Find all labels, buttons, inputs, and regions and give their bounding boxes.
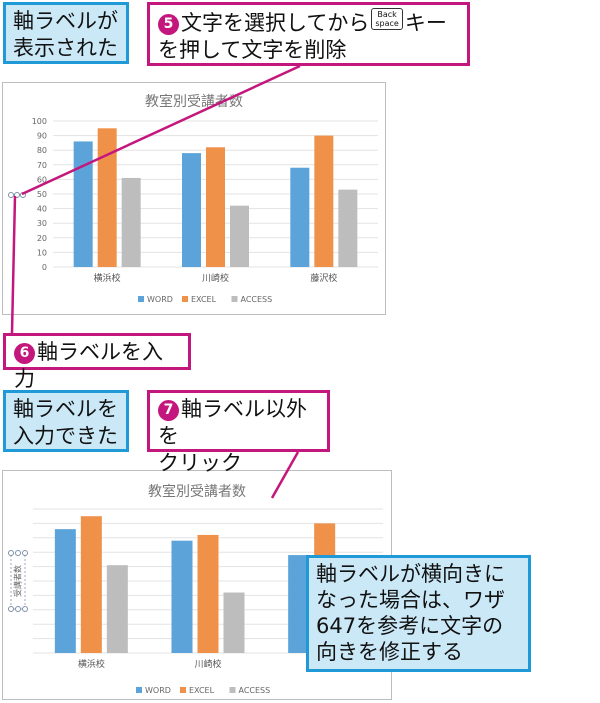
y-tick-label: 40 xyxy=(37,205,47,214)
step6-callout: 6 軸ラベルを入力 xyxy=(3,333,191,391)
y-axis-title: 受講者数 xyxy=(13,565,23,597)
legend-label: ACCESS xyxy=(241,295,273,304)
y-tick-label: 10 xyxy=(37,248,47,257)
step5-text-a: 文字を選択してから xyxy=(181,11,370,35)
selection-handle xyxy=(8,192,14,198)
y-tick-label: 80 xyxy=(37,146,47,155)
bar-excel xyxy=(80,516,102,653)
bar-word xyxy=(182,153,201,267)
legend-label: EXCEL xyxy=(189,686,215,695)
step7-callout: 7 軸ラベル以外を クリック xyxy=(147,390,330,475)
bar-access xyxy=(223,592,245,653)
chart-1: 教室別受講者数 0 10 20 30 40 50 60 70 80 90 100 横浜校 川崎校 藤沢校 W… xyxy=(2,82,386,315)
callout-line: 軸ラベルを xyxy=(13,397,118,421)
note-line: 軸ラベルが横向きに xyxy=(316,562,505,586)
bar-word xyxy=(73,141,93,267)
y-tick-label: 100 xyxy=(32,117,47,126)
axis-label-input-done-callout: 軸ラベルを 入力できた xyxy=(3,390,129,452)
legend-label: EXCEL xyxy=(191,295,217,304)
step5-text-b: キー xyxy=(404,11,447,35)
selection-handle xyxy=(14,192,20,198)
step7-text-line2: クリック xyxy=(158,451,242,475)
axis-label-shown-callout: 軸ラベルが 表示された xyxy=(3,2,129,64)
category-label: 横浜校 xyxy=(94,272,121,284)
selection-handle xyxy=(22,606,28,612)
legend-swatch xyxy=(136,687,142,693)
legend-label: WORD xyxy=(147,295,173,304)
bar-access xyxy=(106,565,128,653)
note-callout: 軸ラベルが横向きに なった場合は、ワザ 647を参考に文字の 向きを修正する xyxy=(306,555,531,672)
chart-1-plot: 0 10 20 30 40 50 60 70 80 90 100 横浜校 川崎校 藤沢校 WORD EXCEL… xyxy=(8,117,378,304)
y-tick-label: 0 xyxy=(42,263,47,272)
selection-handle xyxy=(15,606,21,612)
step5-callout: 5 文字を選択してから Back space キー を押して文字を削除 xyxy=(147,2,470,66)
selection-handle xyxy=(8,606,14,612)
y-tick-label: 90 xyxy=(37,132,47,141)
y-tick-label: 60 xyxy=(37,175,47,184)
legend-label: WORD xyxy=(145,686,171,695)
bar-word xyxy=(171,540,193,653)
category-label: 川崎校 xyxy=(202,272,229,284)
note-line: 向きを修正する xyxy=(316,640,463,664)
bar-access xyxy=(121,177,141,267)
bar-access xyxy=(230,205,249,267)
y-tick-label: 70 xyxy=(37,161,47,170)
callout-line: 軸ラベルが xyxy=(13,9,118,33)
backspace-key-icon: Back space xyxy=(371,8,403,30)
callout-line: 表示された xyxy=(13,36,118,60)
legend-swatch xyxy=(231,296,238,302)
bar-word xyxy=(288,555,310,653)
legend-swatch xyxy=(182,296,188,302)
callout-line: 入力できた xyxy=(13,424,118,448)
y-tick-label: 30 xyxy=(37,219,47,228)
step5-number: 5 xyxy=(158,14,179,35)
selection-handle xyxy=(8,550,14,556)
y-tick-label: 20 xyxy=(37,234,47,243)
chart-2-title: 教室別受講者数 xyxy=(148,484,246,500)
bar-excel xyxy=(97,128,117,267)
legend-swatch xyxy=(229,687,236,693)
note-line: 647を参考に文字の xyxy=(316,614,504,638)
bar-access xyxy=(338,189,358,267)
step7-number: 7 xyxy=(158,400,179,421)
selection-handle xyxy=(15,550,21,556)
step6-text: 軸ラベルを入力 xyxy=(14,340,163,391)
legend-label: ACCESS xyxy=(239,686,271,695)
category-label: 藤沢校 xyxy=(310,272,337,284)
note-line: なった場合は、ワザ xyxy=(316,588,505,612)
bar-word xyxy=(290,167,310,267)
selection-handle xyxy=(22,550,28,556)
step5-text-line2: を押して文字を削除 xyxy=(158,38,347,62)
step7-text-line1: 軸ラベル以外を xyxy=(158,397,307,448)
bar-word xyxy=(54,529,76,653)
legend-swatch xyxy=(138,296,144,302)
category-label: 川崎校 xyxy=(194,658,221,670)
bar-excel xyxy=(197,534,219,653)
selection-handle xyxy=(20,192,26,198)
bar-excel xyxy=(206,147,225,267)
legend-swatch xyxy=(180,687,186,693)
step6-number: 6 xyxy=(14,343,35,364)
category-label: 横浜校 xyxy=(78,658,105,670)
bar-excel xyxy=(314,135,334,267)
y-tick-label: 50 xyxy=(37,190,47,199)
